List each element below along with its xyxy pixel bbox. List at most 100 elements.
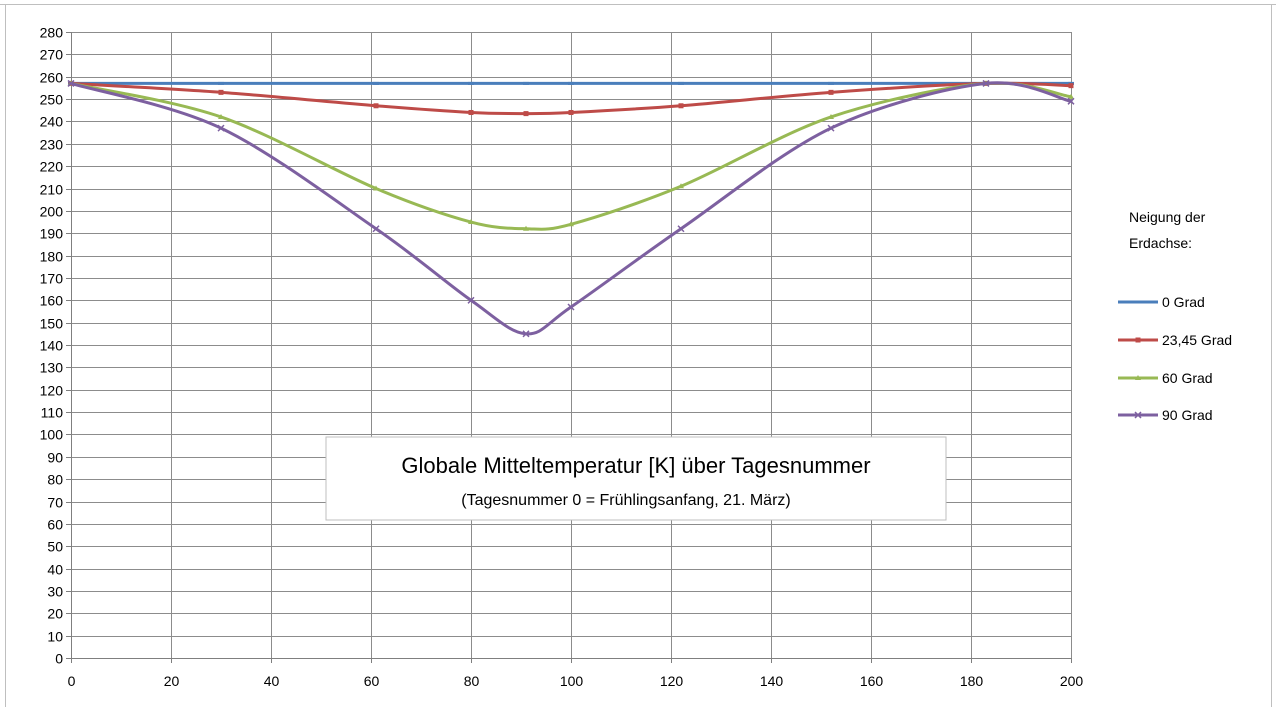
series-line <box>69 81 1073 116</box>
data-point <box>828 113 834 119</box>
data-point <box>467 296 475 304</box>
data-point <box>982 79 990 87</box>
x-tick-label: 100 <box>560 673 584 689</box>
y-tick-label: 150 <box>40 316 64 332</box>
data-point <box>678 103 684 109</box>
y-tick-label: 100 <box>40 427 64 443</box>
data-point <box>218 89 224 95</box>
legend-label: 60 Grad <box>1162 370 1213 386</box>
y-tick-label: 280 <box>40 25 64 41</box>
y-tick-label: 190 <box>40 226 64 242</box>
data-point <box>522 330 530 338</box>
y-tick-label: 70 <box>47 495 63 511</box>
y-tick-label: 260 <box>40 70 64 86</box>
title-box-frame <box>325 436 947 521</box>
x-tick-label: 180 <box>960 673 984 689</box>
data-point <box>828 89 834 95</box>
data-point <box>1068 83 1074 89</box>
legend-swatch-marker <box>1135 337 1141 343</box>
y-tick-label: 200 <box>40 204 64 220</box>
y-tick-label: 90 <box>47 450 63 466</box>
legend-item: 0 Grad <box>1118 294 1205 310</box>
y-tick-label: 110 <box>41 405 64 421</box>
data-point <box>67 79 75 87</box>
legend-item: 90 Grad <box>1118 407 1213 423</box>
data-point <box>523 225 529 231</box>
legend-label: 23,45 Grad <box>1162 332 1232 348</box>
y-tick-label: 170 <box>40 271 64 287</box>
data-point <box>678 183 684 189</box>
y-tick-label: 130 <box>40 360 64 376</box>
data-point <box>373 103 379 109</box>
data-point <box>217 124 225 132</box>
y-tick-label: 50 <box>47 539 63 555</box>
y-tick-label: 60 <box>47 517 63 533</box>
y-tick-label: 220 <box>40 159 64 175</box>
x-tick-label: 60 <box>364 673 380 689</box>
data-point <box>568 81 574 85</box>
data-point <box>827 124 835 132</box>
series-line <box>69 81 1073 336</box>
chart-title-box: Globale Mitteltemperatur [K] über Tagesn… <box>325 436 947 521</box>
x-tick-label: 0 <box>68 673 76 689</box>
data-point <box>1068 93 1074 99</box>
y-tick-label: 30 <box>47 584 63 600</box>
legend-swatch-marker <box>1135 300 1141 304</box>
legend-swatch-marker <box>1134 411 1142 419</box>
y-tick-label: 270 <box>40 47 64 63</box>
data-point <box>468 219 474 225</box>
y-tick-label: 250 <box>40 92 64 108</box>
data-point <box>568 109 574 115</box>
y-tick-label: 180 <box>40 249 64 265</box>
legend-items: 0 Grad 23,45 Grad 60 Grad 90 Grad <box>1118 294 1232 423</box>
x-tick-label: 160 <box>860 673 884 689</box>
data-point <box>373 185 379 191</box>
y-tick-label: 140 <box>40 338 64 354</box>
legend: Neigung der Erdachse: 0 Grad 23,45 Grad 60… <box>1118 209 1232 423</box>
plot-grid <box>71 32 1072 658</box>
data-point <box>523 111 529 117</box>
chart-subtitle: (Tagesnummer 0 = Frühlingsanfang, 21. Mä… <box>461 492 790 509</box>
x-tick-label: 80 <box>464 673 480 689</box>
data-point <box>1067 97 1075 105</box>
x-tick-label: 140 <box>760 673 784 689</box>
y-tick-label: 80 <box>47 472 63 488</box>
data-point <box>218 113 224 119</box>
legend-label: 0 Grad <box>1162 294 1205 310</box>
data-point <box>828 81 834 85</box>
legend-title-line-1: Neigung der <box>1129 209 1206 225</box>
series-line <box>69 81 1073 231</box>
data-point <box>218 81 224 85</box>
series-3 <box>67 79 1075 338</box>
y-tick-label: 210 <box>40 182 64 198</box>
y-tick-label: 10 <box>47 629 63 645</box>
data-point <box>523 81 529 85</box>
data-point <box>567 303 575 311</box>
data-point <box>468 81 474 85</box>
y-tick-label: 240 <box>40 114 64 130</box>
x-tick-label: 40 <box>264 673 280 689</box>
y-tick-label: 160 <box>40 293 64 309</box>
data-point <box>373 81 379 85</box>
x-tick-label: 200 <box>1060 673 1084 689</box>
legend-item: 23,45 Grad <box>1118 332 1232 348</box>
legend-item: 60 Grad <box>1118 370 1213 386</box>
y-tick-label: 230 <box>40 137 64 153</box>
y-tick-label: 120 <box>40 383 64 399</box>
legend-swatch-marker <box>1135 375 1141 380</box>
legend-title-line-2: Erdachse: <box>1129 235 1192 251</box>
legend-label: 90 Grad <box>1162 407 1213 423</box>
y-tick-label: 40 <box>47 562 63 578</box>
chart-title: Globale Mitteltemperatur [K] über Tagesn… <box>401 453 870 478</box>
x-tick-label: 120 <box>660 673 684 689</box>
data-point <box>678 81 684 85</box>
data-point <box>568 221 574 227</box>
plot-axes <box>66 32 1072 663</box>
x-tick-label: 20 <box>164 673 180 689</box>
plot-series <box>67 79 1075 338</box>
y-axis-tick-labels: 0 10 20 30 40 50 60 70 80 90 100 110 120 130 140 150 160… <box>40 25 64 667</box>
x-axis-tick-labels: 0 20 40 60 80 100 120 140 160 180 200 <box>68 673 1084 689</box>
y-tick-label: 20 <box>47 606 63 622</box>
